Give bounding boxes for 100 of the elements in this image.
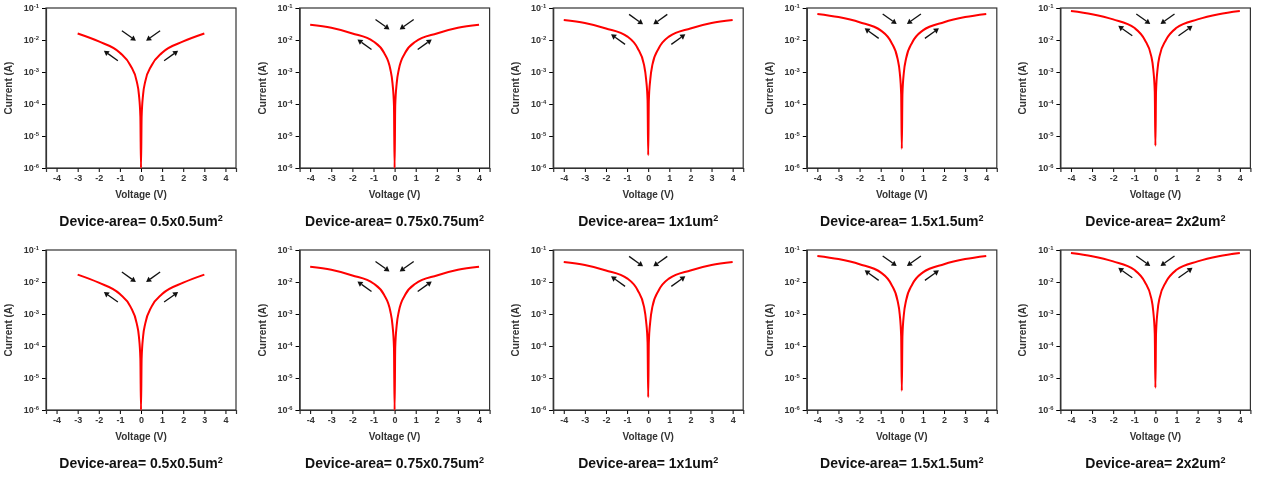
text: Device-area= 0.75x0.75um$^{2}$: [305, 213, 485, 229]
x-tick-label: -3: [327, 415, 336, 426]
y-tick-label: 10$^{-3}$: [23, 67, 40, 78]
text: Device-area= 2x2um$^{2}$: [1085, 213, 1226, 229]
text: Device-area= 1.5x1.5um$^{2}$: [820, 213, 984, 229]
x-axis-title: Voltage (V): [622, 189, 674, 200]
x-tick-label: 2: [942, 173, 948, 184]
y-tick-label: 10$^{-2}$: [277, 35, 294, 46]
x-tick-label: -2: [602, 173, 611, 184]
y-tick-label: 10$^{-2}$: [784, 277, 801, 288]
x-tick-label: -2: [1109, 173, 1118, 184]
y-tick-label: 10$^{-4}$: [784, 99, 801, 110]
x-tick-label: -2: [1109, 415, 1118, 426]
y-tick-label: 10$^{-6}$: [784, 405, 801, 416]
line-series: [562, 261, 734, 399]
y-tick-label: 10$^{-4}$: [530, 341, 547, 352]
x-tick-label: -4: [560, 173, 569, 184]
x-tick-label: 0: [1153, 173, 1159, 184]
x-axis-title: Voltage (V): [876, 189, 928, 200]
y-tick-label: 10$^{-5}$: [530, 131, 547, 142]
y-tick-label: 10$^{-6}$: [530, 163, 547, 174]
y-tick-label: 10$^{-2}$: [23, 277, 40, 288]
y-tick-label: 10$^{-3}$: [530, 309, 547, 320]
y-tick-label: 10$^{-1}$: [530, 3, 547, 14]
y-axis-title: Current (A): [510, 61, 522, 115]
x-tick-label: 0: [138, 173, 145, 184]
x-tick-label: 2: [1195, 173, 1201, 184]
y-tick-label: 10$^{-1}$: [23, 245, 40, 256]
y-tick-label: 10$^{-2}$: [530, 277, 547, 288]
x-tick-label: -4: [813, 173, 822, 184]
x-tick-label: -3: [581, 173, 590, 184]
x-tick-label: -4: [53, 415, 62, 426]
x-tick-label: -2: [95, 415, 104, 426]
x-tick-label: -4: [1067, 173, 1076, 184]
x-tick-label: 1: [413, 173, 419, 184]
y-axis-title: Current (A): [1017, 61, 1029, 115]
x-tick-label: 0: [138, 415, 145, 426]
x-axis-title: Voltage (V): [1129, 189, 1182, 200]
x-tick-label: 3: [1216, 173, 1222, 184]
y-tick-label: 10$^{-5}$: [784, 131, 801, 142]
x-tick-label: -4: [53, 173, 62, 184]
line-series: [816, 254, 988, 392]
y-tick-label: 10$^{-1}$: [530, 245, 547, 256]
x-axis-title: Voltage (V): [1129, 431, 1182, 442]
x-axis-title: Voltage (V): [368, 431, 421, 442]
x-tick-label: -1: [877, 415, 886, 426]
x-tick-label: -3: [581, 415, 590, 426]
y-tick-label: 10$^{-2}$: [530, 35, 547, 46]
y-tick-label: 10$^{-6}$: [530, 405, 547, 416]
x-tick-label: -1: [116, 415, 125, 426]
x-tick-label: 4: [730, 173, 736, 184]
x-tick-label: 1: [667, 173, 673, 184]
x-tick-label: -3: [834, 173, 843, 184]
x-tick-label: 0: [392, 173, 398, 184]
x-tick-label: -3: [1088, 415, 1097, 426]
x-tick-label: 4: [223, 173, 229, 184]
y-tick-label: 10$^{-4}$: [784, 341, 801, 352]
x-tick-label: -3: [74, 173, 83, 184]
y-tick-label: 10$^{-6}$: [23, 405, 40, 416]
x-tick-label: 2: [1195, 415, 1201, 426]
y-tick-label: 10$^{-1}$: [1038, 245, 1055, 256]
y-tick-label: 10$^{-5}$: [23, 373, 40, 384]
x-tick-label: -4: [813, 415, 822, 426]
x-tick-label: 0: [1153, 415, 1159, 426]
y-axis-title: Current (A): [256, 61, 268, 115]
x-tick-label: 4: [223, 415, 229, 426]
y-tick-label: 10$^{-3}$: [1038, 309, 1055, 320]
x-tick-label: 4: [730, 415, 736, 426]
y-tick-label: 10$^{-4}$: [530, 99, 547, 110]
y-axis-title: Current (A): [510, 303, 522, 357]
x-tick-label: 3: [1216, 415, 1222, 426]
y-tick-label: 10$^{-3}$: [23, 309, 40, 320]
line-series: [1069, 252, 1241, 389]
y-tick-label: 10$^{-1}$: [23, 3, 40, 14]
x-tick-label: -2: [856, 173, 865, 184]
y-tick-label: 10$^{-2}$: [277, 277, 294, 288]
x-tick-label: 1: [920, 173, 926, 184]
y-tick-label: 10$^{-6}$: [277, 163, 294, 174]
x-tick-label: -3: [74, 415, 83, 426]
x-tick-label: -1: [116, 173, 125, 184]
y-tick-label: 10$^{-5}$: [23, 131, 40, 142]
x-tick-label: 2: [688, 173, 694, 184]
x-tick-label: 2: [434, 415, 440, 426]
text: Device-area= 0.75x0.75um$^{2}$: [305, 455, 485, 471]
x-tick-label: 4: [477, 173, 483, 184]
y-tick-label: 10$^{-1}$: [277, 245, 294, 256]
x-tick-label: -4: [560, 415, 569, 426]
y-tick-label: 10$^{-5}$: [277, 373, 294, 384]
y-tick-label: 10$^{-5}$: [277, 131, 294, 142]
x-tick-label: 1: [160, 415, 166, 426]
x-tick-label: 4: [984, 415, 990, 426]
x-tick-label: 3: [709, 173, 715, 184]
text: Device-area= 1.5x1.5um$^{2}$: [820, 455, 984, 471]
y-axis-title: Current (A): [763, 303, 775, 357]
y-tick-label: 10$^{-6}$: [784, 163, 801, 174]
x-tick-label: -1: [623, 173, 632, 184]
y-tick-label: 10$^{-4}$: [277, 99, 294, 110]
y-tick-label: 10$^{-5}$: [1038, 373, 1055, 384]
x-tick-label: 3: [455, 415, 461, 426]
x-tick-label: 3: [202, 415, 208, 426]
